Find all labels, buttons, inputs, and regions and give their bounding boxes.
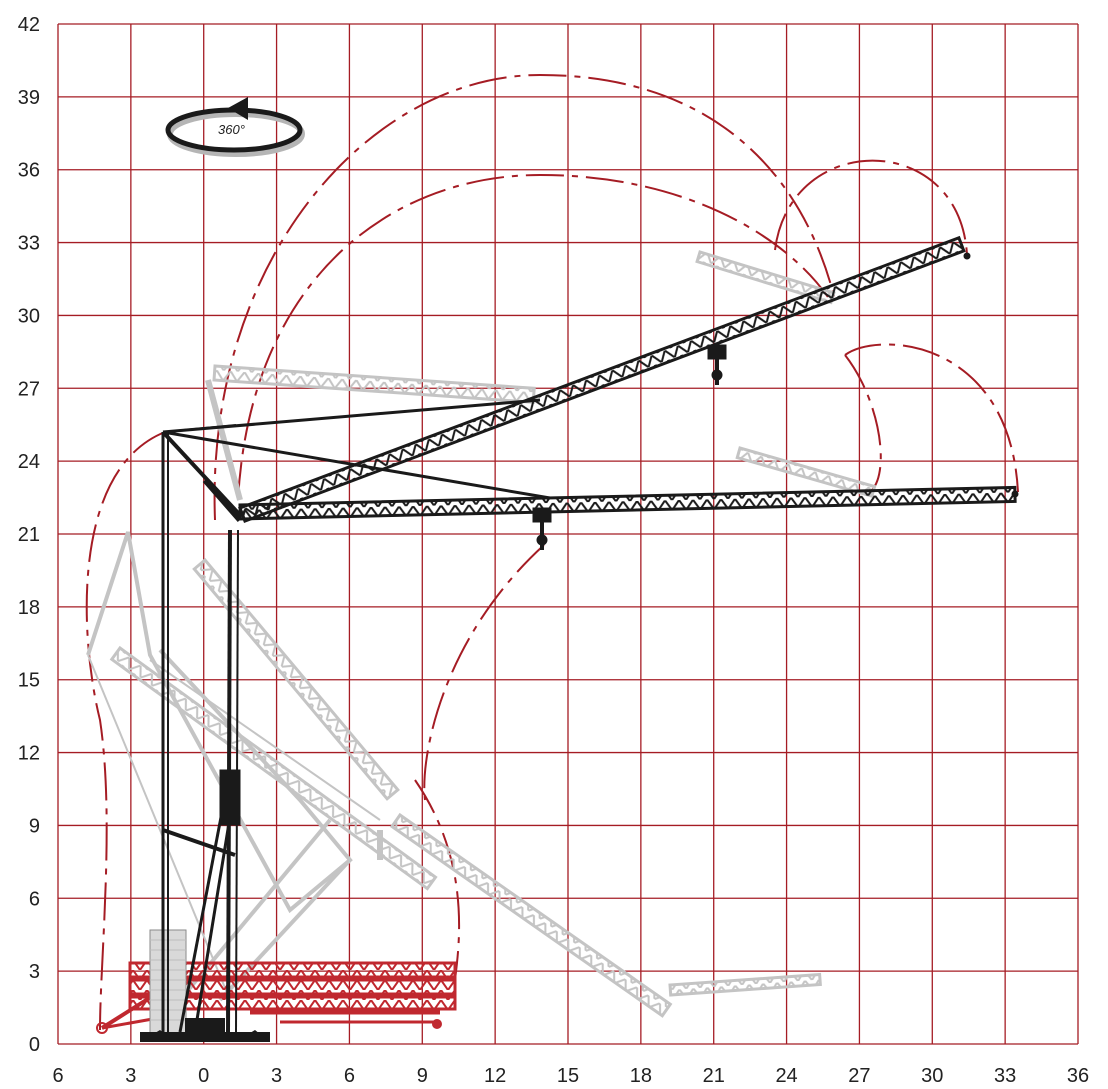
x-tick-label: 6 — [52, 1065, 63, 1087]
ghost-boom-diag-2 — [192, 557, 400, 801]
y-tick-label: 0 — [29, 1034, 40, 1056]
rotation-arrow-icon — [228, 97, 248, 120]
hook-icon — [707, 344, 727, 385]
transport-boom-1 — [128, 961, 457, 979]
ghost-boom-upper — [212, 364, 536, 404]
working-range-envelope — [85, 73, 1019, 1031]
envelope-lower-arc — [844, 354, 882, 491]
y-tick-label: 3 — [29, 961, 40, 983]
y-tick-label: 39 — [18, 87, 40, 109]
y-tick-label: 9 — [29, 815, 40, 837]
transport-hook-icon — [432, 1019, 442, 1029]
x-tick-label: 30 — [921, 1065, 943, 1087]
crane-active-configuration — [161, 235, 1019, 1033]
y-tick-label: 30 — [18, 305, 40, 327]
rotation-label: 360° — [218, 122, 245, 137]
y-tick-label: 24 — [18, 451, 40, 473]
y-tick-label: 18 — [18, 597, 40, 619]
y-tick-label: 12 — [18, 743, 40, 765]
ghost-boom-long — [389, 812, 673, 1018]
x-tick-label: 6 — [344, 1065, 355, 1087]
ghost-jib-mid — [735, 446, 877, 499]
transport-boom-2 — [128, 978, 457, 996]
x-tick-label: 24 — [775, 1065, 797, 1087]
x-tick-label: 18 — [630, 1065, 652, 1087]
envelope-tip-lower — [844, 343, 1019, 493]
y-tick-label: 33 — [18, 233, 40, 255]
x-tick-label: 9 — [417, 1065, 428, 1087]
boom-ghost-positions — [86, 250, 877, 1018]
ghost-tower — [86, 531, 353, 914]
boom-horizontal — [238, 485, 1017, 521]
y-tick-label: 21 — [18, 524, 40, 546]
envelope-outer — [213, 73, 836, 521]
envelope-tip-upper — [774, 159, 968, 256]
transport-boom-3 — [128, 995, 457, 1011]
ghost-jib-low — [668, 972, 822, 997]
x-tick-label: 3 — [125, 1065, 136, 1087]
hook-icon-lower — [532, 507, 552, 550]
outrigger-left — [140, 1030, 175, 1042]
envelope-left — [85, 431, 166, 1031]
y-tick-label: 6 — [29, 888, 40, 910]
y-tick-label: 15 — [18, 670, 40, 692]
y-tick-label: 36 — [18, 160, 40, 182]
x-tick-label: 0 — [198, 1065, 209, 1087]
chassis — [140, 1032, 270, 1042]
envelope-inner — [237, 173, 831, 501]
x-tick-label: 27 — [848, 1065, 870, 1087]
x-tick-label: 3 — [271, 1065, 282, 1087]
outrigger-right — [235, 1030, 270, 1042]
x-tick-label: 33 — [994, 1065, 1016, 1087]
ghost-boom-diag-1 — [109, 645, 438, 891]
rotation-indicator: 360° — [165, 97, 305, 157]
x-tick-label: 12 — [484, 1065, 506, 1087]
y-tick-label: 27 — [18, 378, 40, 400]
x-tick-label: 15 — [557, 1065, 579, 1087]
envelope-mid — [423, 544, 545, 801]
envelope-right-lower — [414, 779, 461, 981]
x-tick-label: 21 — [703, 1065, 725, 1087]
y-tick-label: 42 — [18, 14, 40, 36]
x-tick-label: 36 — [1067, 1065, 1089, 1087]
x-axis-ticks: 6 3 0 3 6 9 12 15 18 21 24 27 30 33 36 — [52, 1065, 1089, 1087]
